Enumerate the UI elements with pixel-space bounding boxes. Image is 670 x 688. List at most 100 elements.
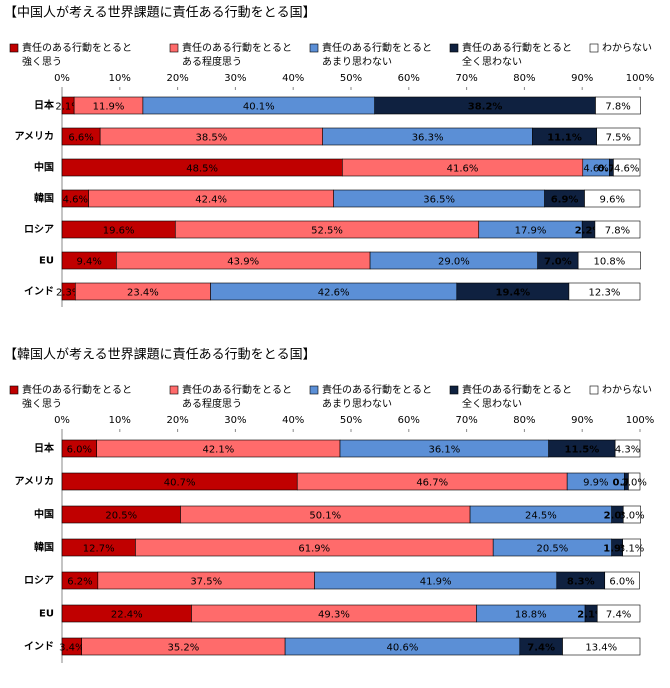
data-label: 9.4%	[76, 257, 101, 268]
y-tick-label: アメリカ	[15, 131, 55, 143]
legend-swatch	[589, 43, 599, 53]
data-label: 23.4%	[127, 288, 159, 299]
y-tick-label: EU	[39, 609, 54, 620]
x-tick-label: 70%	[455, 415, 477, 426]
data-label: 6.6%	[68, 133, 93, 144]
x-tick-label: 80%	[513, 415, 535, 426]
data-label: 7.5%	[606, 133, 631, 144]
data-label: 40.6%	[387, 643, 419, 654]
data-label: 42.4%	[195, 195, 227, 206]
y-tick-label: EU	[39, 256, 54, 267]
legend-label: 責任のある行動をとると強く思う	[22, 383, 132, 410]
legend-swatch	[169, 43, 179, 53]
x-tick-label: 60%	[398, 415, 420, 426]
data-label: 8.3%	[567, 577, 595, 588]
legend-label: わからない	[602, 384, 652, 396]
y-tick-label: 中国	[34, 508, 54, 521]
data-label: 6.0%	[67, 445, 92, 456]
data-label: 36.3%	[412, 133, 444, 144]
data-label: 1.9%	[603, 544, 631, 555]
x-tick-label: 30%	[224, 73, 246, 84]
data-label: 20.5%	[537, 544, 569, 555]
data-label: 42.6%	[318, 288, 350, 299]
data-label: 2.1%	[577, 610, 605, 621]
data-label: 0.7%	[613, 478, 641, 489]
x-tick-label: 50%	[340, 415, 362, 426]
data-label: 43.9%	[227, 257, 259, 268]
data-label: 0.7%	[598, 164, 626, 175]
data-label: 4.6%	[614, 164, 639, 175]
data-label: 12.7%	[83, 544, 115, 555]
data-label: 42.1%	[202, 445, 234, 456]
data-label: 35.2%	[167, 643, 199, 654]
x-tick-label: 90%	[571, 415, 593, 426]
legend-label: 責任のある行動をとるとあまり思わない	[322, 41, 432, 68]
bar-segment	[595, 96, 641, 115]
data-label: 2.0%	[622, 478, 647, 489]
data-label: 6.0%	[609, 577, 634, 588]
legend-label: 責任のある行動をとると強く思う	[22, 41, 132, 68]
bar-segment	[622, 505, 641, 524]
data-label: 3.1%	[619, 544, 644, 555]
x-tick-label: 20%	[166, 415, 188, 426]
data-label: 3.0%	[619, 511, 644, 522]
legend-label: 責任のある行動をとるとあまり思わない	[322, 383, 432, 410]
legend-label: 責任のある行動をとるとある程度思う	[182, 41, 292, 68]
x-tick-label: 10%	[109, 415, 131, 426]
x-tick-label: 40%	[282, 415, 304, 426]
data-label: 4.3%	[615, 445, 640, 456]
chart-title: 【中国人が考える世界課題に責任ある行動をとる国】	[4, 5, 316, 21]
data-label: 17.9%	[515, 226, 547, 237]
data-label: 20.5%	[105, 511, 137, 522]
y-tick-label: アメリカ	[15, 476, 55, 488]
legend-label: 責任のある行動をとると全く思わない	[462, 383, 572, 410]
y-tick-label: ロシア	[24, 575, 54, 587]
bar-segment	[628, 472, 641, 491]
data-label: 11.1%	[547, 133, 582, 144]
bar-segment	[614, 439, 641, 458]
data-label: 19.4%	[495, 288, 530, 299]
legend-swatch	[169, 385, 179, 395]
data-label: 22.4%	[111, 610, 143, 621]
data-label: 41.9%	[420, 577, 452, 588]
data-label: 13.4%	[585, 643, 617, 654]
y-tick-label: インド	[24, 286, 54, 298]
data-label: 61.9%	[298, 544, 330, 555]
x-tick-label: 60%	[398, 73, 420, 84]
data-label: 3.4%	[59, 643, 84, 654]
bar-segment	[577, 251, 641, 270]
chart-title: 【韓国人が考える世界課題に責任ある行動をとる国】	[4, 347, 316, 363]
data-label: 12.3%	[589, 288, 621, 299]
x-tick-label: 100%	[626, 415, 655, 426]
data-label: 2.0%	[604, 511, 632, 522]
legend-swatch	[449, 43, 459, 53]
data-label: 2.1%	[55, 102, 80, 113]
data-label: 19.6%	[103, 226, 135, 237]
data-label: 41.6%	[447, 164, 479, 175]
data-label: 49.3%	[318, 610, 350, 621]
data-label: 2.3%	[56, 288, 81, 299]
data-label: 29.0%	[438, 257, 470, 268]
legend-swatch	[589, 385, 599, 395]
data-label: 24.5%	[525, 511, 557, 522]
data-label: 11.5%	[565, 445, 600, 456]
data-label: 40.1%	[243, 102, 275, 113]
data-label: 7.0%	[544, 257, 572, 268]
x-tick-label: 10%	[109, 73, 131, 84]
data-label: 9.6%	[600, 195, 625, 206]
data-label: 7.8%	[605, 226, 630, 237]
x-tick-label: 100%	[626, 73, 655, 84]
y-tick-label: 韓国	[34, 192, 54, 205]
y-tick-label: 韓国	[34, 541, 54, 554]
data-label: 46.7%	[416, 478, 448, 489]
data-label: 7.8%	[605, 102, 630, 113]
data-label: 38.2%	[468, 102, 503, 113]
data-label: 4.6%	[583, 164, 608, 175]
data-label: 36.1%	[428, 445, 460, 456]
bar-segment	[622, 538, 641, 557]
legend-swatch	[449, 385, 459, 395]
y-tick-label: 中国	[34, 161, 54, 174]
y-tick-label: ロシア	[24, 224, 54, 236]
y-tick-label: 日本	[34, 99, 55, 112]
